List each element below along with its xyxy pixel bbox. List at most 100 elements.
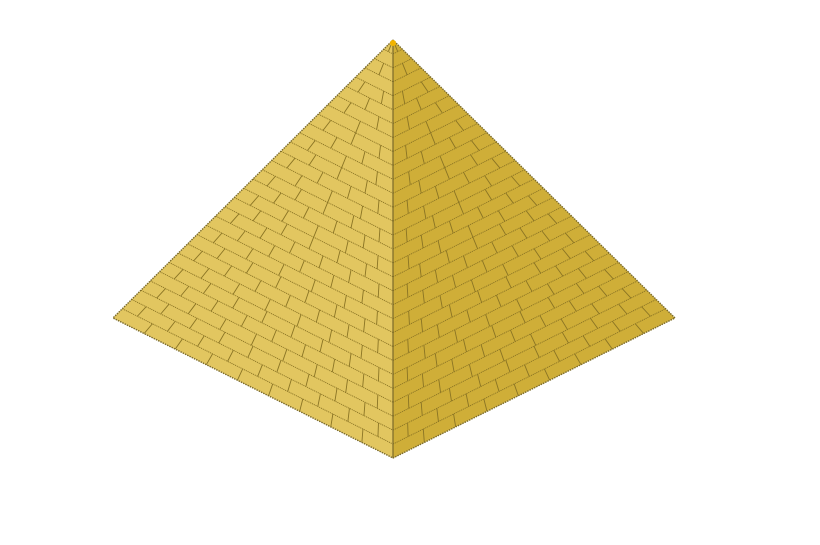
brick-joint-line (484, 189, 493, 201)
brick-joint-line (361, 428, 364, 443)
brick-joint-line (434, 102, 443, 114)
brick-joint-line (189, 317, 198, 329)
brick-joint-line (511, 175, 521, 187)
brick-joint-line (210, 300, 219, 312)
brick-joint-line (432, 215, 436, 229)
brick-joint-line (232, 283, 241, 295)
brick-joint-line (453, 413, 457, 427)
brick-course-line (336, 95, 393, 125)
brick-joint-line (468, 364, 473, 377)
brick-joint-line (458, 202, 464, 215)
brick-joint-line (544, 368, 551, 381)
brick-joint-line (511, 245, 519, 257)
brick-course-line (393, 289, 648, 417)
brick-course-line (393, 67, 422, 83)
brick-joint-line (604, 338, 613, 350)
pyramid-apex (390, 40, 396, 46)
brick-joint-line (330, 137, 338, 149)
brick-course-line (383, 48, 393, 55)
brick-joint-line (574, 353, 582, 365)
brick-joint-line (408, 171, 411, 185)
brick-joint-line (541, 230, 551, 242)
brick-joint-line (406, 283, 409, 298)
brick-joint-line (302, 206, 310, 219)
brick-joint-line (420, 151, 425, 164)
brick-course-line (393, 160, 516, 222)
brick-joint-line (173, 269, 184, 280)
brick-joint-line (245, 248, 254, 260)
brick-joint-line (641, 306, 651, 317)
brick-joint-line (621, 288, 632, 299)
brick-joint-line (477, 290, 483, 303)
brick-joint-line (278, 264, 285, 276)
brick-joint-line (406, 367, 409, 382)
brick-joint-line (330, 413, 334, 427)
brick-joint-line (408, 310, 410, 325)
brick-joint-line (322, 120, 332, 131)
brick-joint-line (377, 367, 380, 382)
brick-joint-line (355, 121, 361, 133)
brick-joint-line (307, 140, 316, 151)
brick-joint-line (313, 225, 319, 238)
brick-joint-line (280, 223, 288, 236)
brick-joint-line (334, 388, 338, 402)
brick-joint-line (634, 323, 645, 334)
brick-joint-line (568, 300, 577, 312)
brick-joint-line (378, 145, 382, 159)
brick-joint-line (561, 331, 569, 344)
brick-joint-line (290, 325, 296, 338)
brick-joint-line (434, 269, 439, 283)
brick-joint-line (281, 210, 289, 222)
brick-joint-line (481, 260, 488, 273)
brick-joint-line (332, 220, 338, 234)
brick-joint-line (322, 202, 329, 215)
brick-course-line (393, 169, 525, 236)
brick-joint-line (430, 132, 436, 145)
brick-joint-line (286, 157, 296, 169)
brick-joint-line (467, 225, 474, 238)
brick-joint-line (420, 81, 429, 93)
brick-joint-line (420, 234, 424, 249)
brick-joint-line (590, 317, 599, 329)
brick-joint-line (439, 295, 443, 309)
brick-joint-line (347, 408, 350, 422)
brick-joint-line (227, 350, 234, 362)
brick-joint-line (455, 120, 464, 131)
brick-joint-line (362, 234, 366, 249)
brick-joint-line (364, 180, 368, 194)
brick-joint-line (341, 155, 347, 168)
brick-joint-line (575, 283, 585, 294)
brick-joint-line (230, 213, 240, 224)
brick-joint-line (327, 190, 333, 203)
brick-joint-line (452, 275, 457, 288)
brick-joint-line (577, 268, 587, 279)
brick-joint-line (448, 304, 453, 318)
brick-joint-line (505, 276, 512, 289)
brick-joint-line (499, 223, 507, 236)
left-face-bricks (122, 40, 393, 445)
brick-joint-line (336, 167, 343, 180)
brick-joint-line (547, 213, 558, 224)
brick-joint-line (539, 315, 547, 327)
brick-joint-line (361, 151, 366, 164)
brick-joint-line (491, 325, 497, 338)
brick-joint-line (420, 318, 423, 332)
brick-joint-line (305, 374, 310, 387)
brick-joint-line (376, 394, 379, 409)
brick-joint-line (315, 309, 321, 323)
brick-joint-line (555, 265, 564, 277)
brick-joint-line (301, 344, 306, 357)
brick-joint-line (470, 154, 478, 166)
brick-joint-line (495, 295, 502, 307)
brick-joint-line (174, 338, 183, 350)
brick-joint-line (502, 264, 509, 276)
brick-joint-line (451, 359, 455, 373)
brick-joint-line (261, 311, 268, 323)
brick-joint-line (357, 81, 366, 93)
brick-joint-line (232, 297, 240, 309)
brick-joint-line (444, 167, 450, 180)
brick-joint-line (406, 116, 410, 130)
brick-joint-line (299, 260, 305, 273)
brick-joint-line (466, 309, 471, 323)
brick-joint-line (560, 318, 568, 330)
